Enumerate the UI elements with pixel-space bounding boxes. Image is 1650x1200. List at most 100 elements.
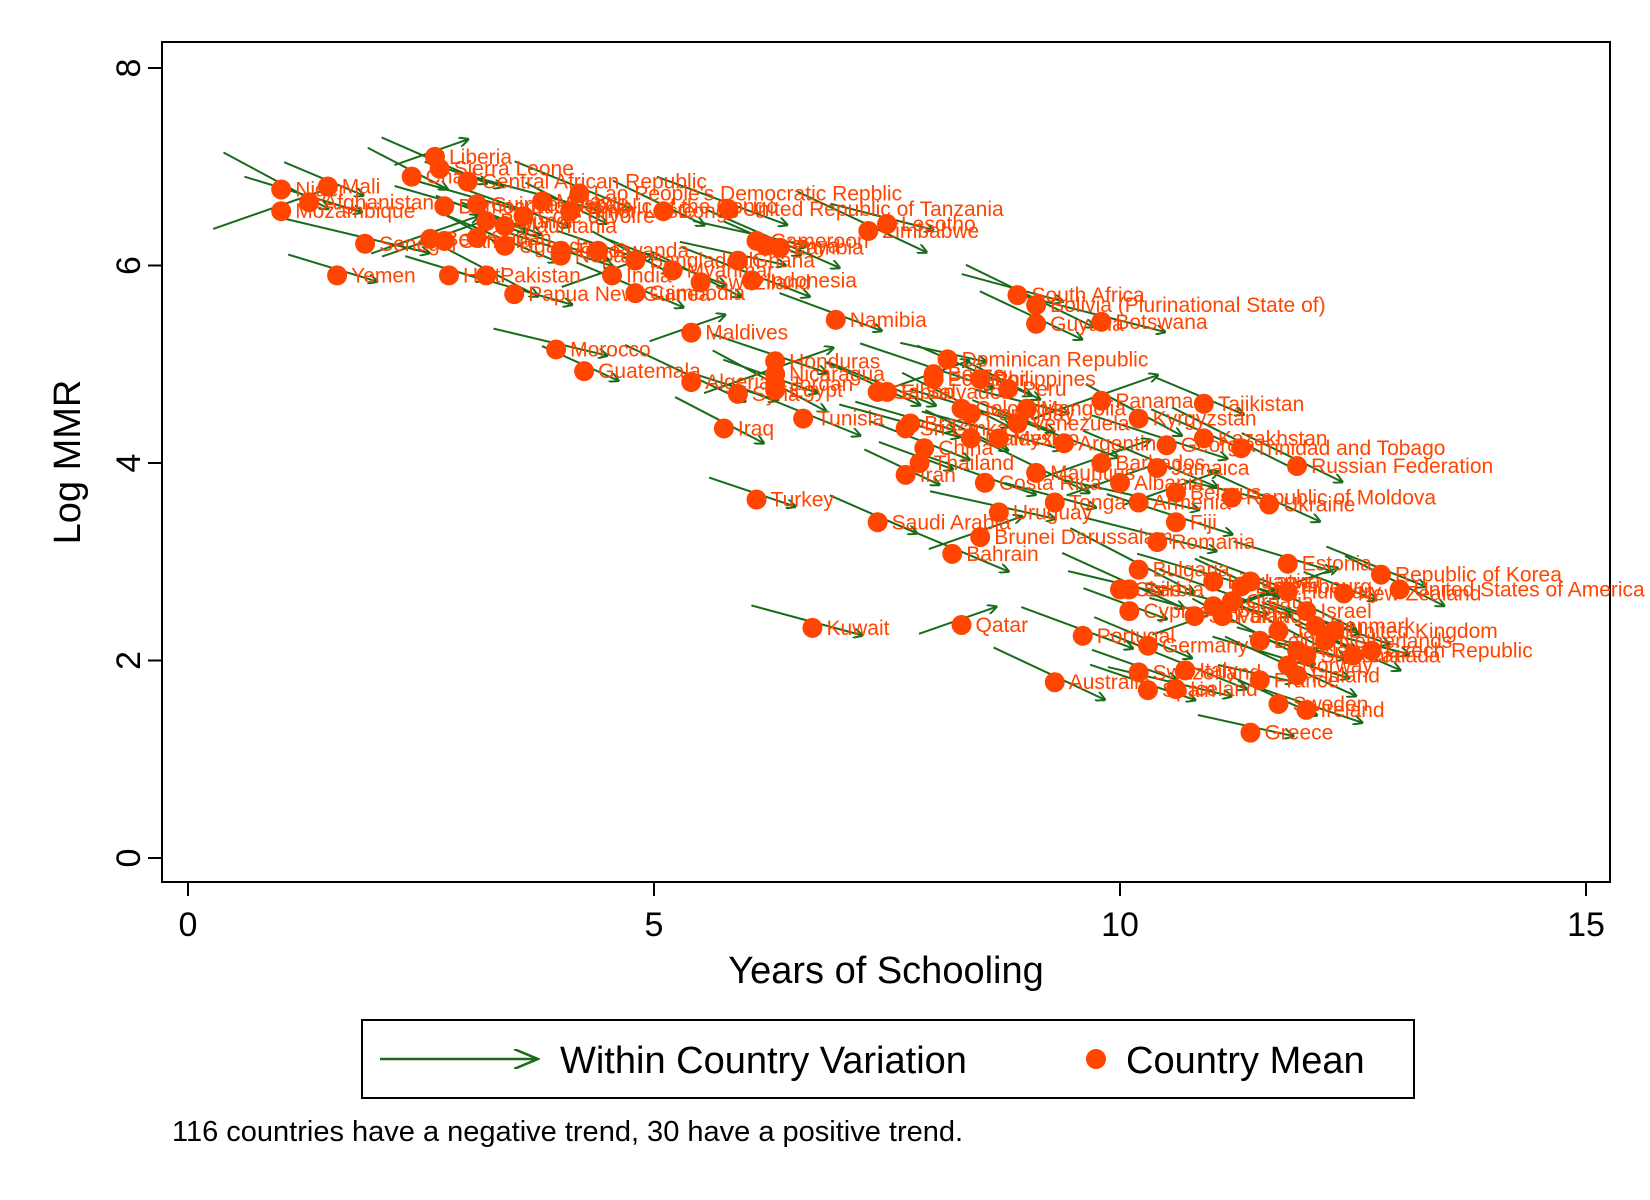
country-label: Sri Lanka <box>920 417 1009 440</box>
variation-arrow <box>1171 406 1298 470</box>
country-label: China <box>938 437 993 460</box>
country-label: Haiti <box>463 264 505 287</box>
country-mean-point <box>718 199 739 220</box>
country-label: Malawi <box>556 190 621 213</box>
country-label: Morocco <box>570 338 651 361</box>
country-label: Albania <box>1134 472 1204 495</box>
country-label: Fiji <box>1190 511 1217 534</box>
country-label: Thailand <box>934 452 1015 475</box>
country-label: Colombia <box>976 398 1065 421</box>
country-label: Slovenia <box>1320 645 1401 668</box>
country-label: Spain <box>1162 679 1216 702</box>
country-mean-point <box>937 349 958 370</box>
country-label: Norway <box>1302 654 1374 677</box>
country-label: India <box>626 264 672 287</box>
country-mean-point <box>1249 630 1270 651</box>
variation-arrow <box>680 246 810 297</box>
country-mean-point <box>625 283 646 304</box>
variation-arrow <box>440 211 557 262</box>
country-label: Honduras <box>789 350 880 373</box>
country-label: Malaysia <box>985 427 1068 450</box>
country-mean-point <box>1137 635 1158 656</box>
country-label: Qatar <box>976 614 1029 637</box>
country-label: Guinea-Bissau <box>491 193 629 216</box>
country-label: Israel <box>1320 600 1371 623</box>
country-label: Myanmar <box>687 259 775 282</box>
country-label: Zambia <box>794 237 864 260</box>
country-mean-point <box>825 309 846 330</box>
country-mean-point <box>662 260 683 281</box>
country-mean-point <box>867 381 888 402</box>
country-mean-point <box>1370 564 1391 585</box>
country-mean-point <box>532 191 553 212</box>
country-mean-point <box>434 196 455 217</box>
country-label: Democratic Republic of the Congo <box>458 195 778 218</box>
country-label: Finland <box>1311 664 1380 687</box>
country-label: Egypt <box>789 379 843 402</box>
country-label: Estonia <box>1302 553 1372 576</box>
country-mean-point <box>1044 492 1065 513</box>
country-mean-point <box>1287 455 1308 476</box>
country-label: Ireland <box>1320 699 1384 722</box>
variation-arrow <box>1158 568 1291 617</box>
country-mean-point <box>998 378 1019 399</box>
country-mean-point <box>1296 699 1317 720</box>
country-label: Philippines <box>994 368 1096 391</box>
country-mean-point <box>574 361 595 382</box>
country-label: Iceland <box>1190 678 1258 701</box>
country-mean-point <box>727 250 748 271</box>
country-mean-point <box>741 270 762 291</box>
legend-label-dot: Country Mean <box>1126 1040 1365 1082</box>
country-label: Togo <box>575 240 621 263</box>
country-label: Burundi <box>500 210 572 233</box>
country-label: Papua New Guinea <box>528 283 710 306</box>
country-label: Uruguay <box>1013 501 1093 524</box>
country-label: Central African Republic <box>482 171 707 194</box>
country-mean-point <box>401 166 422 187</box>
country-mean-point <box>457 171 478 192</box>
country-mean-point <box>1026 462 1047 483</box>
country-mean-point <box>727 383 748 404</box>
country-mean-point <box>1091 390 1112 411</box>
country-label: Algeria <box>705 371 771 394</box>
country-mean-point <box>765 364 786 385</box>
x-tick-label: 5 <box>645 906 664 944</box>
legend-dot-icon <box>1086 1049 1106 1069</box>
country-mean-point <box>1128 492 1149 513</box>
y-tick-label: 2 <box>110 651 148 670</box>
country-mean-point <box>1324 620 1345 641</box>
country-mean-point <box>299 192 320 213</box>
country-mean-point <box>1016 398 1037 419</box>
country-label: Cyprus <box>1143 600 1210 623</box>
country-mean-point <box>1268 620 1289 641</box>
country-label: Liberia <box>449 146 512 169</box>
country-label: United States of America <box>1414 578 1645 601</box>
country-mean-point <box>769 237 790 258</box>
variation-arrow <box>470 174 600 211</box>
variation-arrow <box>1069 527 1194 593</box>
country-mean-point <box>653 201 674 222</box>
country-mean-point <box>1147 457 1168 478</box>
country-label: Bolivia (Plurinational State of) <box>1050 294 1325 317</box>
country-label: Sudan <box>491 227 552 250</box>
country-mean-point <box>1361 640 1382 661</box>
variation-arrow <box>901 371 1010 427</box>
country-mean-point <box>271 201 292 222</box>
country-mean-point <box>923 364 944 385</box>
country-mean-point <box>476 265 497 286</box>
country-mean-point <box>951 398 972 419</box>
country-label: Bahrain <box>966 543 1038 566</box>
country-label: Kuwait <box>826 617 889 640</box>
country-label: Iraq <box>738 417 774 440</box>
country-mean-point <box>1165 512 1186 533</box>
country-mean-point <box>1296 601 1317 622</box>
country-mean-point <box>1231 438 1252 459</box>
country-label: Mexico <box>1013 427 1080 450</box>
country-label: Lao People's Democratic Repblic <box>593 182 902 205</box>
country-label: Botswana <box>1115 311 1208 334</box>
country-mean-point <box>494 235 515 256</box>
country-mean-point <box>1193 428 1214 449</box>
country-label: Slovakia <box>1209 605 1289 628</box>
country-label: Argentina <box>1078 432 1168 455</box>
